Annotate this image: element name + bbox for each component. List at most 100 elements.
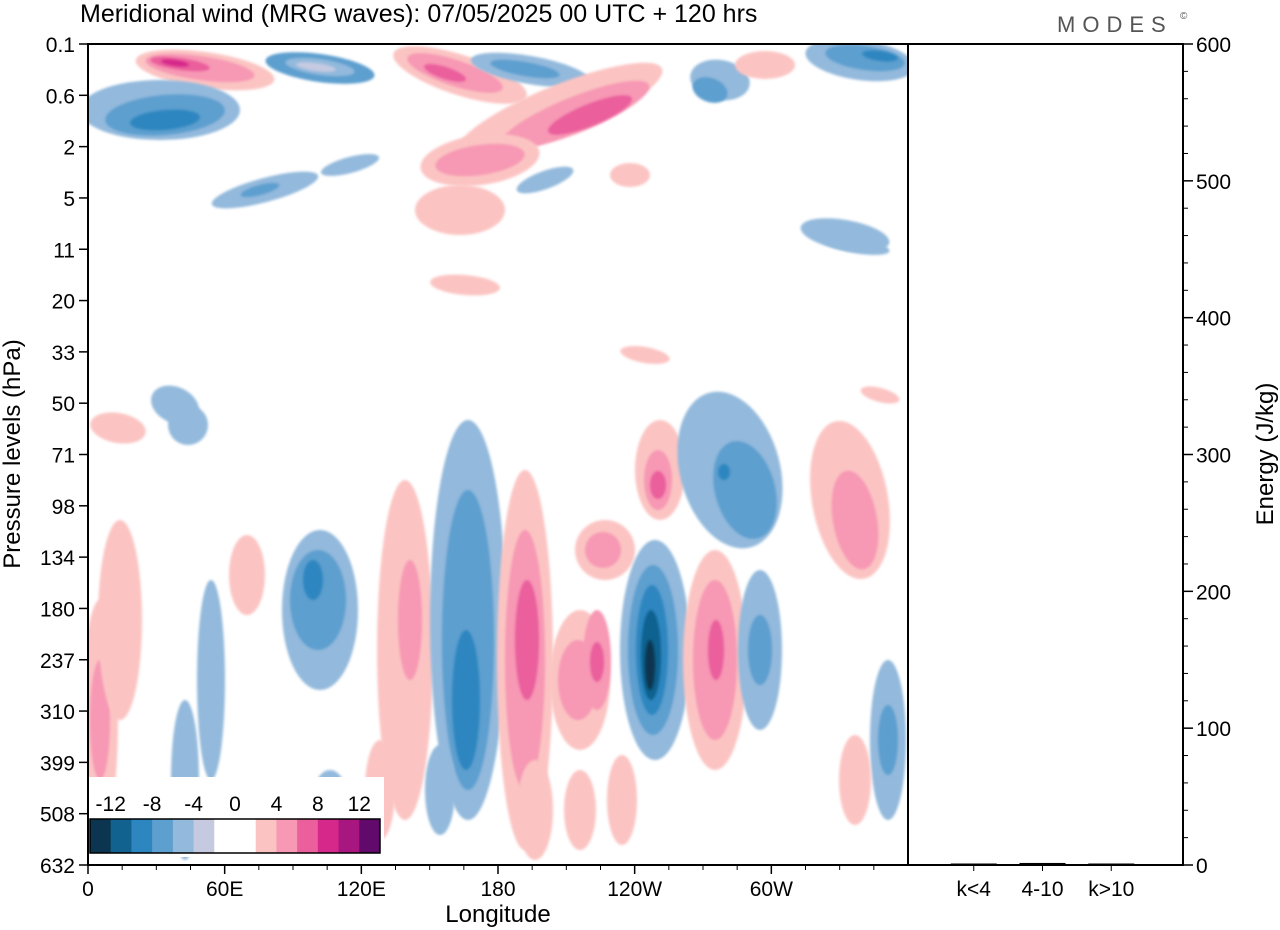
y-tick-label: 0.6	[46, 85, 75, 108]
energy-category-label: k>10	[1088, 878, 1134, 901]
contour-shape	[748, 615, 772, 685]
contour-shape	[229, 535, 265, 615]
energy-panel: 0 100 200 300 400 500 600 k<4 4-10 k>10	[950, 34, 1231, 901]
contour-shape	[735, 51, 795, 79]
colorbar-label: -8	[143, 793, 162, 816]
colorbar-swatch	[235, 819, 257, 853]
y-tick-label: 632	[40, 855, 75, 878]
y-tick-label: 399	[40, 752, 75, 775]
x-tick-label: 60E	[206, 878, 243, 901]
contour-shape	[825, 44, 905, 72]
energy-y-tick-label: 0	[1196, 855, 1208, 878]
contour-shape	[548, 95, 632, 135]
y-tick-label: 134	[40, 547, 75, 570]
contour-shape	[590, 642, 604, 682]
contour-shape	[425, 745, 455, 835]
energy-y-tick-label: 300	[1196, 445, 1231, 468]
energy-category-label: 4-10	[1021, 878, 1063, 901]
contour-shape	[130, 109, 200, 131]
y-axis-label: Pressure levels (hPa)	[0, 339, 26, 568]
y-tick-label: 33	[52, 342, 75, 365]
colorbar-label: -12	[96, 793, 126, 816]
y-tick-label: 50	[52, 393, 75, 416]
contour-shape	[516, 166, 574, 194]
colorbar-swatch	[214, 819, 236, 853]
contour-shape	[398, 560, 422, 680]
colorbar-swatch	[131, 819, 153, 853]
contour-shape	[320, 154, 380, 176]
colorbar-label: 0	[229, 793, 241, 816]
brand-mark: ©	[1180, 11, 1188, 22]
x-tick-label: 180	[480, 878, 515, 901]
x-axis-label: Longitude	[445, 901, 550, 928]
energy-axis-label: Energy (J/kg)	[1252, 383, 1279, 526]
colorbar-swatch	[317, 819, 340, 853]
contour-shape	[430, 274, 500, 296]
colorbar-swatch	[110, 819, 132, 853]
contour-shape	[708, 620, 724, 680]
contour-shape	[645, 640, 655, 690]
contour-shape	[490, 59, 560, 79]
energy-category-label: k<4	[957, 878, 992, 901]
colorbar-swatch	[338, 819, 360, 853]
contour-shape	[564, 770, 596, 850]
contour-shape	[90, 412, 146, 444]
x-tick-label: 120E	[337, 878, 386, 901]
contour-shape	[452, 630, 480, 770]
y-tick-label: 180	[40, 598, 75, 621]
y-tick-label: 5	[63, 188, 75, 211]
contour-shape	[517, 760, 553, 860]
colorbar-label: 4	[271, 793, 283, 816]
chart-title: Meridional wind (MRG waves): 07/05/2025 …	[80, 0, 757, 28]
contour-shape	[862, 50, 898, 62]
contour-shape	[607, 755, 637, 845]
contour-shape	[820, 235, 890, 255]
contour-shape	[585, 532, 621, 568]
contour-shape	[435, 143, 525, 177]
contour-shape	[692, 77, 728, 103]
energy-y-tick-label: 400	[1196, 308, 1231, 331]
contour-field	[88, 44, 908, 860]
colorbar-swatch	[152, 819, 174, 853]
contour-shape	[839, 735, 871, 825]
contour-shape	[650, 471, 666, 499]
contour-shape	[415, 185, 505, 235]
contour-shape	[610, 163, 650, 187]
contour-shape	[713, 441, 777, 539]
contour-shape	[718, 464, 730, 480]
energy-y-tick-label: 500	[1196, 171, 1231, 194]
colorbar-swatch	[255, 819, 277, 853]
contour-shape	[161, 59, 189, 67]
contour-shape	[98, 520, 142, 720]
contour-shape	[296, 62, 336, 72]
y-tick-label: 237	[40, 650, 75, 673]
x-tick-label: 0	[82, 878, 94, 901]
contour-shape	[303, 560, 323, 600]
colorbar-frame	[89, 818, 381, 854]
energy-plot-frame	[907, 43, 1184, 866]
contour-shape	[878, 705, 898, 775]
main-axes: 0.1 0.6 2 5 11 20 33 50 71 98 134 180 237 310 399 508 63…	[40, 34, 875, 901]
brand-logo: MODES	[1057, 12, 1173, 37]
colorbar-swatch	[297, 819, 319, 853]
colorbar-swatch	[90, 819, 112, 853]
colorbar-swatch	[172, 819, 195, 853]
contour-shape	[240, 182, 280, 198]
colorbar-label: -4	[184, 793, 203, 816]
contour-shape	[515, 580, 539, 700]
contour-shape	[620, 346, 670, 364]
colorbar-swatch	[276, 819, 298, 853]
energy-y-tick-label: 600	[1196, 34, 1231, 57]
energy-y-tick-label: 200	[1196, 581, 1231, 604]
contour-shape	[197, 580, 225, 780]
contour-shape	[168, 405, 208, 445]
energy-y-tick-label: 100	[1196, 718, 1231, 741]
colorbar-label: 8	[312, 793, 324, 816]
y-tick-label: 98	[52, 496, 75, 519]
y-tick-label: 71	[52, 445, 75, 468]
x-tick-label: 120W	[607, 878, 662, 901]
y-tick-label: 20	[52, 291, 75, 314]
y-tick-label: 508	[40, 804, 75, 827]
colorbar-swatch	[359, 819, 381, 853]
